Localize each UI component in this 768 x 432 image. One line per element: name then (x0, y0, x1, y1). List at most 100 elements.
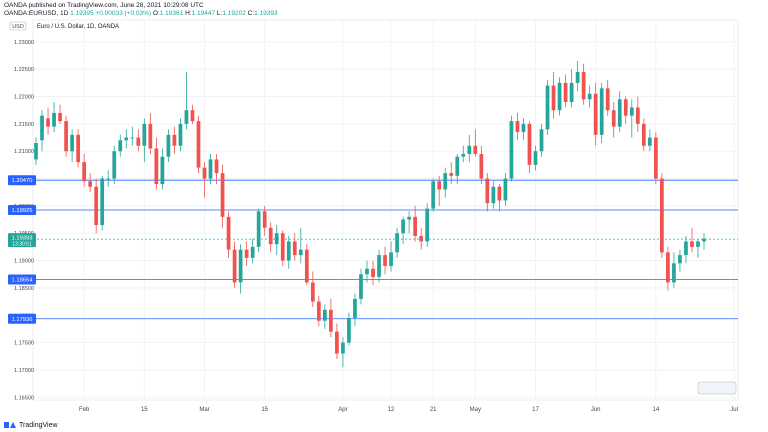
candle-body (557, 82, 562, 111)
candle-body (509, 121, 514, 179)
y-tick-label: 1.21500 (14, 122, 34, 128)
y-tick-label: 1.21000 (14, 149, 34, 155)
high-label: H: (185, 10, 192, 17)
candle-body (244, 249, 249, 258)
candle-body (94, 186, 99, 226)
x-tick-label: Apr (338, 407, 347, 413)
candle-body (684, 241, 688, 256)
candle-body (443, 173, 448, 190)
candle-body (166, 134, 171, 157)
tradingview-footer[interactable]: TradingView (4, 421, 58, 429)
y-axis-label-box (9, 21, 27, 31)
y-tick-label: 1.22000 (14, 95, 34, 101)
candle-body (569, 82, 574, 103)
level-label: 1.17936 (12, 317, 33, 323)
candle-body (629, 107, 634, 116)
candle-body (268, 227, 273, 245)
candle-body (40, 115, 44, 141)
candle-body (413, 216, 418, 236)
candle-body (461, 153, 466, 157)
candle-body (76, 134, 80, 163)
x-tick-label: May (470, 407, 481, 413)
candle-body (100, 178, 105, 226)
level-label-box (8, 205, 36, 215)
x-tick-label: 15 (141, 407, 148, 413)
candle-body (82, 162, 87, 182)
current-price-label: 1.19393 (12, 236, 33, 242)
candle-body (112, 151, 117, 179)
y-axis-label: USD (12, 24, 24, 30)
open-value: 1.19361 (159, 10, 184, 17)
candle-body (335, 331, 339, 354)
candle-body (52, 112, 56, 127)
candle-body (593, 93, 598, 135)
y-tick-label: 1.16500 (14, 395, 34, 401)
candle-body (377, 255, 381, 277)
candle-body (389, 252, 393, 267)
candle-body (118, 140, 123, 152)
candle-body (623, 99, 628, 116)
y-tick-label: 1.17000 (14, 368, 34, 374)
x-tick-label: Mar (199, 407, 209, 413)
candle-body (641, 123, 646, 146)
candle-body (64, 121, 68, 152)
y-tick-label: 1.17500 (14, 341, 34, 347)
candle-body (539, 129, 544, 152)
last-price: 1.19395 (70, 10, 94, 17)
candle-body (491, 186, 496, 204)
candle-body (425, 208, 430, 242)
x-tick-label: 17 (532, 407, 539, 413)
candle-body (515, 121, 520, 133)
candle-body (130, 137, 135, 139)
publish-info: OANDA published on TradingView.com, June… (4, 2, 204, 9)
candle-body (124, 137, 129, 141)
candle-body (449, 173, 454, 176)
x-tick-label: 15 (261, 407, 268, 413)
candle-body (521, 123, 526, 133)
candle-body (347, 317, 351, 343)
candle-body (407, 216, 411, 220)
candle-body (298, 249, 303, 256)
x-tick-label: 21 (430, 407, 437, 413)
candle-body (322, 309, 327, 321)
candle-body (70, 134, 74, 152)
candle-body (304, 249, 309, 283)
candle-body (666, 252, 670, 283)
candle-body (250, 246, 255, 258)
candle-body (653, 137, 658, 179)
candle-body (310, 282, 315, 302)
candle-body (196, 121, 201, 168)
candle-body (154, 148, 159, 185)
candle-body (341, 342, 345, 354)
candle-body (160, 156, 165, 185)
candle-body (437, 181, 442, 190)
candle-body (647, 137, 652, 146)
current-price-box (8, 233, 36, 248)
x-tick-label: 14 (653, 407, 660, 413)
open-label: O: (152, 10, 160, 17)
x-tick-label: Feb (79, 407, 90, 413)
candle-body (208, 159, 213, 179)
candle-body (58, 112, 62, 122)
level-label-box (8, 274, 36, 285)
candle-body (286, 241, 291, 261)
candle-body (359, 274, 363, 299)
y-tick-label: 1.19000 (14, 259, 34, 265)
candle-body (280, 233, 285, 261)
y-tick-label: 1.23000 (14, 40, 34, 46)
level-label: 1.19925 (12, 208, 33, 214)
candle-body (401, 219, 405, 234)
candle-body (551, 85, 556, 111)
low-value: 1.19202 (222, 10, 246, 17)
level-label: 1.18654 (12, 277, 34, 283)
candle-body (226, 216, 231, 250)
candle-body (635, 107, 640, 124)
candle-body (220, 173, 225, 217)
candle-body (371, 268, 375, 277)
candle-body (503, 178, 508, 201)
x-tick-label: Jul (730, 407, 738, 413)
level-label-box (8, 175, 36, 186)
candle-body (46, 118, 50, 127)
tradingview-brand: TradingView (19, 421, 58, 429)
